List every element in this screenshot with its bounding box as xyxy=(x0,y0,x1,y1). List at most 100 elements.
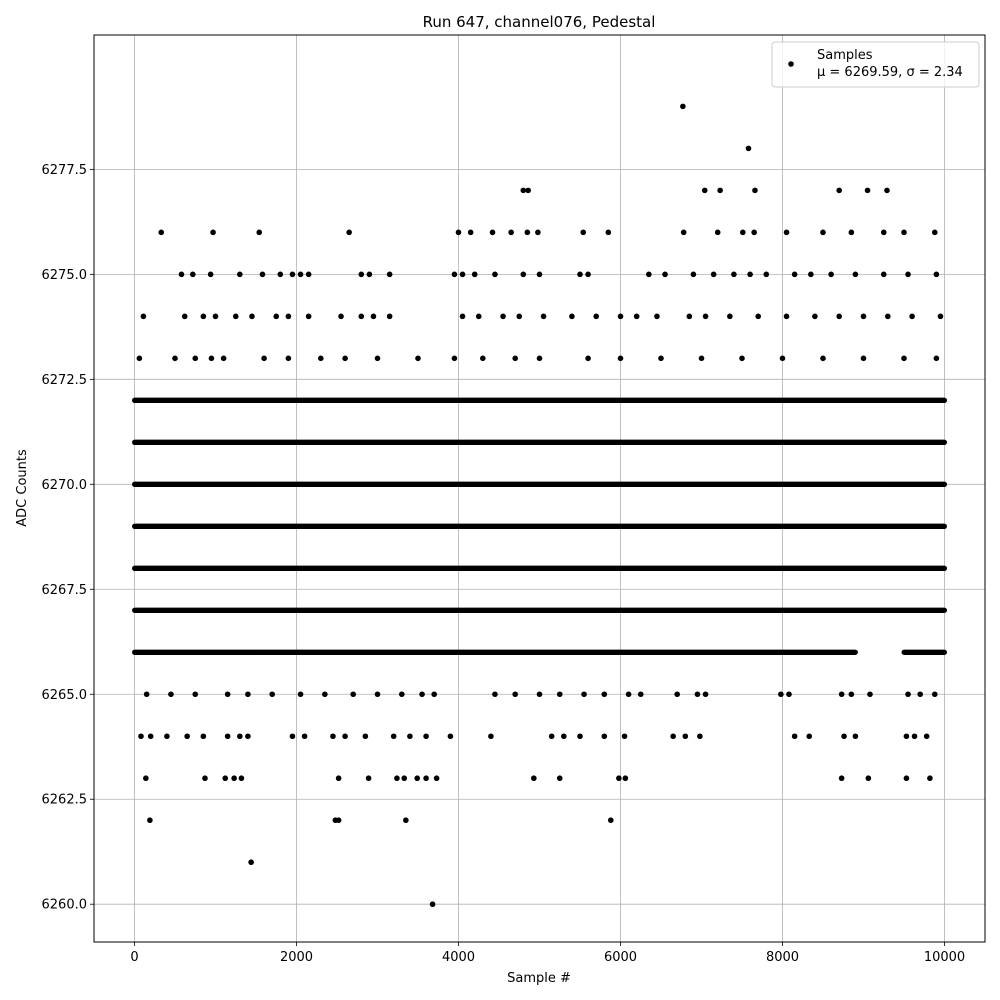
legend: Samples μ = 6269.59, σ = 2.34 xyxy=(771,41,980,88)
y-tick-label: 6267.5 xyxy=(42,583,88,598)
legend-marker xyxy=(788,61,794,67)
data-point xyxy=(386,313,393,320)
data-point xyxy=(489,229,496,236)
data-point xyxy=(143,691,150,698)
data-point xyxy=(686,313,693,320)
data-point xyxy=(617,313,624,320)
data-point xyxy=(841,733,847,740)
data-point xyxy=(366,271,373,278)
data-point xyxy=(245,733,251,740)
data-point xyxy=(178,271,185,278)
data-point xyxy=(702,691,709,698)
data-point xyxy=(905,271,911,278)
data-point-band xyxy=(132,481,947,488)
data-point xyxy=(860,313,867,320)
data-point xyxy=(338,313,344,320)
data-point xyxy=(607,817,614,824)
data-point xyxy=(374,355,381,362)
data-point xyxy=(273,313,280,320)
data-point xyxy=(399,691,405,698)
y-tick-label: 6270.0 xyxy=(42,478,88,493)
data-point xyxy=(342,733,348,740)
data-point xyxy=(289,733,296,740)
data-point xyxy=(751,229,757,236)
data-point xyxy=(540,313,547,320)
data-point xyxy=(791,271,798,278)
data-point xyxy=(459,313,466,320)
x-axis: 0 2000 4000 6000 8000 10000 xyxy=(130,942,965,965)
data-point xyxy=(415,355,421,362)
data-point xyxy=(471,271,478,278)
data-point xyxy=(903,733,910,740)
data-point xyxy=(828,271,834,278)
data-point xyxy=(593,313,599,320)
data-point xyxy=(365,775,372,782)
data-point xyxy=(556,691,563,698)
x-tick-label: 0 xyxy=(130,950,138,965)
data-point xyxy=(508,229,514,236)
data-point xyxy=(433,775,440,782)
data-point xyxy=(168,691,174,698)
data-point xyxy=(403,817,409,824)
data-point xyxy=(680,229,687,236)
data-point xyxy=(812,313,818,320)
data-point xyxy=(232,313,239,320)
data-point xyxy=(362,733,369,740)
data-point xyxy=(755,313,761,320)
data-point xyxy=(222,775,229,782)
data-point xyxy=(885,313,891,320)
y-axis: 6260.0 6262.5 6265.0 6267.5 6270.0 6272.5 6275… xyxy=(42,163,94,913)
data-point xyxy=(923,733,930,740)
data-point xyxy=(927,775,933,782)
data-points xyxy=(132,103,947,908)
data-point xyxy=(625,691,632,698)
data-point xyxy=(138,733,144,740)
data-point xyxy=(318,355,324,362)
data-point xyxy=(714,229,721,236)
data-point xyxy=(561,733,567,740)
data-point xyxy=(414,775,420,782)
data-point xyxy=(917,691,923,698)
data-point xyxy=(880,271,887,278)
data-point xyxy=(208,355,215,362)
data-point xyxy=(698,355,705,362)
data-point xyxy=(778,691,784,698)
data-point xyxy=(806,733,813,740)
data-point xyxy=(231,775,237,782)
data-point-band xyxy=(132,397,947,404)
plot-frame xyxy=(93,34,986,943)
data-point xyxy=(289,271,296,278)
data-point xyxy=(305,313,312,320)
data-point xyxy=(779,355,786,362)
data-point xyxy=(492,691,498,698)
data-point xyxy=(752,187,758,194)
data-point xyxy=(680,103,686,110)
data-point xyxy=(512,691,518,698)
data-point xyxy=(305,271,312,278)
data-point xyxy=(727,313,733,320)
data-point xyxy=(601,691,608,698)
data-point xyxy=(136,355,143,362)
data-point-band xyxy=(901,649,947,655)
data-point xyxy=(224,691,231,698)
data-point xyxy=(601,733,608,740)
data-point xyxy=(516,313,523,320)
data-point xyxy=(783,313,790,320)
data-point xyxy=(747,271,753,278)
data-point xyxy=(763,271,770,278)
data-point xyxy=(390,733,397,740)
data-point xyxy=(717,187,723,194)
data-point xyxy=(301,733,308,740)
data-point xyxy=(865,775,872,782)
data-point xyxy=(500,313,506,320)
data-point xyxy=(808,271,814,278)
data-point xyxy=(867,691,873,698)
y-tick-label: 6272.5 xyxy=(42,373,88,388)
data-point-band xyxy=(132,607,947,613)
data-point xyxy=(820,229,826,236)
data-point xyxy=(662,271,668,278)
x-tick-label: 8000 xyxy=(766,950,799,965)
data-point xyxy=(512,355,518,362)
data-point xyxy=(884,187,890,194)
